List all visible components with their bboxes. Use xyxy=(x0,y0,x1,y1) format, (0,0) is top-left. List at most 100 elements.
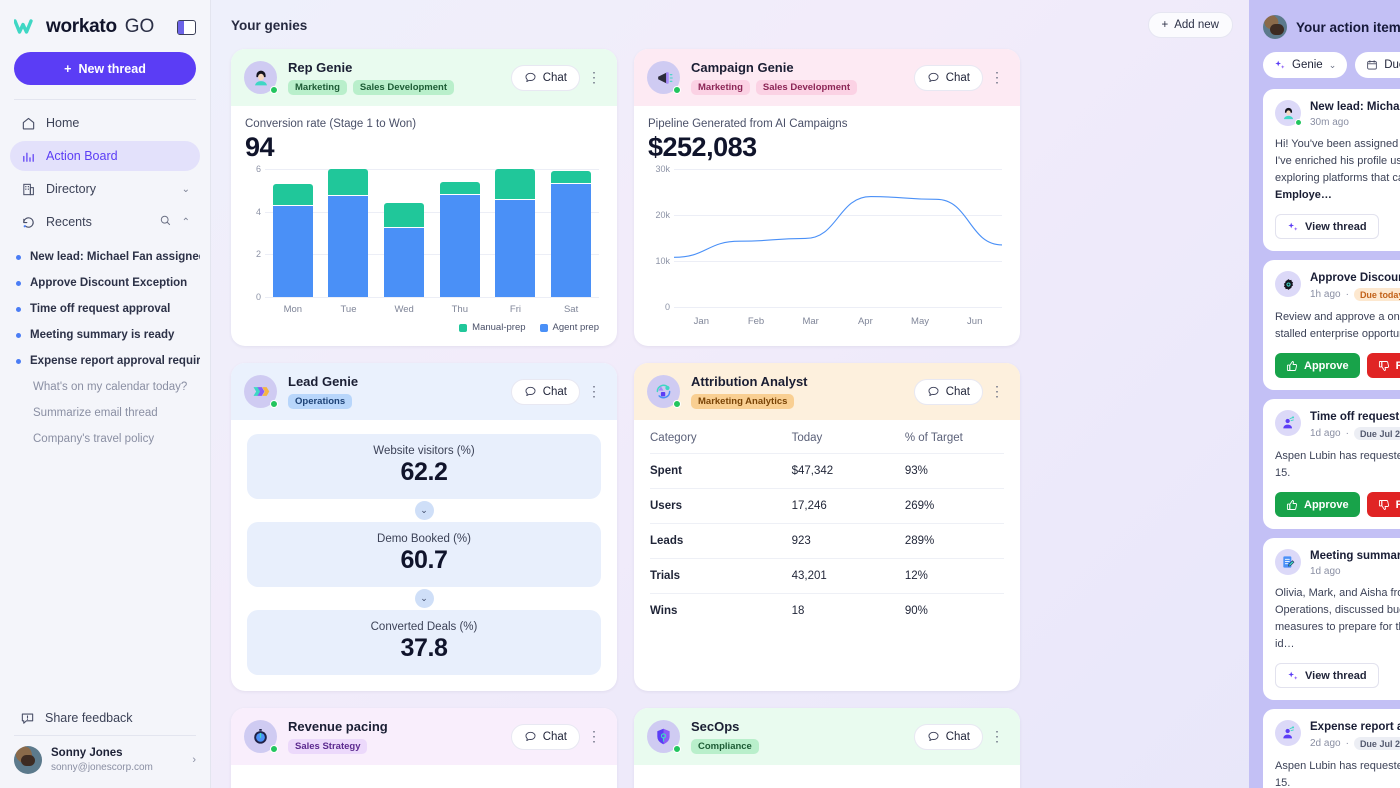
chat-button[interactable]: Chat xyxy=(510,723,580,750)
button-label: Approve xyxy=(1304,359,1349,372)
gridline xyxy=(674,260,1002,262)
card-header-actions: Chat ⋮ xyxy=(913,723,1007,750)
table-cell: 18 xyxy=(791,593,905,629)
add-new-button[interactable]: + Add new xyxy=(1147,12,1233,38)
chat-bubble-icon xyxy=(524,730,537,743)
chevron-down-icon[interactable]: ⌄ xyxy=(181,183,190,195)
view-button[interactable]: View thread xyxy=(1275,214,1379,240)
chat-button[interactable]: Chat xyxy=(510,378,580,405)
workato-logo-icon xyxy=(14,19,33,34)
recent-item[interactable]: Time off request approval xyxy=(16,296,200,322)
genie-card-revenue-pacing[interactable]: Revenue pacing Sales Strategy Chat ⋮ xyxy=(231,708,617,788)
genie-card-attribution-analyst[interactable]: Attribution Analyst Marketing Analytics … xyxy=(634,363,1020,692)
panel-toggle-icon[interactable] xyxy=(177,19,196,35)
chat-label: Chat xyxy=(542,730,567,743)
online-status-icon xyxy=(673,745,681,754)
chat-label: Chat xyxy=(945,385,970,398)
funnel-value: 60.7 xyxy=(400,546,448,575)
chat-button[interactable]: Chat xyxy=(913,64,983,91)
sidebar-item-recents[interactable]: Recents ⌃ xyxy=(10,207,200,237)
user-name: Sonny Jones xyxy=(51,747,123,760)
filter-due-date[interactable]: Due date ⌄ xyxy=(1355,52,1400,78)
recent-item[interactable]: New lead: Michael Fan assigned xyxy=(16,244,200,270)
online-status-icon xyxy=(673,86,681,94)
action-item-card[interactable]: Time off request approval required 1d ago… xyxy=(1263,399,1400,530)
more-options-icon[interactable]: ⋮ xyxy=(990,383,1004,400)
chevron-down-icon: ⌄ xyxy=(414,589,434,609)
user-email: sonny@jonescorp.com xyxy=(51,761,153,773)
more-options-icon[interactable]: ⋮ xyxy=(587,728,601,745)
action-item-card[interactable]: Expense report approval required 2d ago · D… xyxy=(1263,709,1400,788)
sidebar-item-label: Action Board xyxy=(46,149,118,163)
table-cell: 17,246 xyxy=(791,488,905,524)
genie-avatar-rep-genie xyxy=(244,61,278,94)
person-avatar-icon xyxy=(1275,100,1302,126)
tag: Marketing xyxy=(691,80,750,95)
action-item-body: Aspen Lubin has requested 5 days of vaca… xyxy=(1275,760,1400,788)
share-feedback-button[interactable]: Share feedback xyxy=(0,701,210,735)
x-tick-label: Feb xyxy=(747,316,765,328)
genie-card-secops[interactable]: SecOps Compliance Chat ⋮ xyxy=(634,708,1020,788)
bar-group xyxy=(272,169,313,298)
table-cell: 269% xyxy=(904,488,1004,524)
recent-item[interactable]: Expense report approval require xyxy=(16,348,200,374)
funnel-connector: ⌄ xyxy=(247,587,601,610)
timestamp: 2d ago xyxy=(1310,738,1341,750)
genie-avatar-campaign-genie xyxy=(647,61,681,94)
genie-card-lead-genie[interactable]: Lead Genie Operations Chat ⋮ xyxy=(231,363,617,692)
recent-item[interactable]: Company's travel policy xyxy=(16,426,200,452)
recent-item[interactable]: Approve Discount Exception xyxy=(16,270,200,296)
action-item-header: Meeting summary is ready 1d ago xyxy=(1275,549,1400,577)
chat-bubble-icon xyxy=(927,71,940,84)
action-item-header: Time off request approval required 1d ago… xyxy=(1275,410,1400,441)
table-cell: Spent xyxy=(650,453,792,489)
approve-button[interactable]: Approve xyxy=(1275,353,1360,379)
legend-label: Manual-prep xyxy=(472,322,526,334)
separator: · xyxy=(1345,428,1349,440)
chevron-right-icon[interactable]: › xyxy=(192,754,196,766)
user-profile[interactable]: Sonny Jones sonny@jonescorp.com › xyxy=(0,736,210,788)
status-badge: Due Jul 28 xyxy=(1353,427,1400,441)
reject-button[interactable]: Reject xyxy=(1366,353,1400,379)
bar-segment-agent-prep xyxy=(328,194,369,298)
sidebar-item-action-board[interactable]: Action Board xyxy=(10,141,200,171)
tag: Marketing Analytics xyxy=(691,394,795,410)
action-item-buttons: ApproveRejectView thread xyxy=(1275,492,1400,518)
recent-item[interactable]: What's on my calendar today? xyxy=(16,374,200,400)
recent-item[interactable]: Meeting summary is ready xyxy=(16,322,200,348)
reject-button[interactable]: Reject xyxy=(1366,492,1400,518)
genie-card-rep-genie[interactable]: Rep Genie Marketing Sales Development Ch… xyxy=(231,49,617,347)
action-item-card[interactable]: Approve Discount Exception 1h ago · Due tod… xyxy=(1263,260,1400,391)
new-thread-button[interactable]: + New thread xyxy=(14,52,196,85)
recent-item[interactable]: Summarize email thread xyxy=(16,400,200,426)
more-options-icon[interactable]: ⋮ xyxy=(990,728,1004,745)
gridline xyxy=(674,169,1002,171)
chat-button[interactable]: Chat xyxy=(913,723,983,750)
brand-logo[interactable]: workato GO xyxy=(14,16,154,38)
genie-card-campaign-genie[interactable]: Campaign Genie Marketing Sales Developme… xyxy=(634,49,1020,347)
view-button[interactable]: View thread xyxy=(1275,663,1379,689)
chat-button[interactable]: Chat xyxy=(913,378,983,405)
more-options-icon[interactable]: ⋮ xyxy=(990,69,1004,85)
gridline xyxy=(265,169,599,171)
action-item-body: Olivia, Mark, and Aisha from Finance, al… xyxy=(1275,587,1400,651)
funnel-value: 37.8 xyxy=(400,634,448,663)
x-tick-label: Wed xyxy=(394,304,414,316)
more-options-icon[interactable]: ⋮ xyxy=(587,383,601,400)
approve-button[interactable]: Approve xyxy=(1275,492,1360,518)
action-item-card[interactable]: Meeting summary is ready 1d ago Olivia, Ma… xyxy=(1263,538,1400,701)
filter-genie[interactable]: Genie ⌄ xyxy=(1263,52,1348,78)
chevron-down-icon: ⌄ xyxy=(414,501,434,521)
more-options-icon[interactable]: ⋮ xyxy=(587,69,601,85)
gridline xyxy=(265,297,599,299)
action-item-card[interactable]: New lead: Michael Fan assigned to you 30m… xyxy=(1263,89,1400,252)
chat-button[interactable]: Chat xyxy=(510,64,580,91)
online-status-icon xyxy=(270,745,278,754)
sidebar-item-home[interactable]: Home xyxy=(10,108,200,138)
search-icon[interactable] xyxy=(159,214,172,230)
chevron-up-icon[interactable]: ⌃ xyxy=(181,216,190,228)
action-item-header: Expense report approval required 2d ago · D… xyxy=(1275,720,1400,751)
sidebar-item-directory[interactable]: Directory ⌄ xyxy=(10,174,200,204)
card-header: Campaign Genie Marketing Sales Developme… xyxy=(634,49,1020,106)
